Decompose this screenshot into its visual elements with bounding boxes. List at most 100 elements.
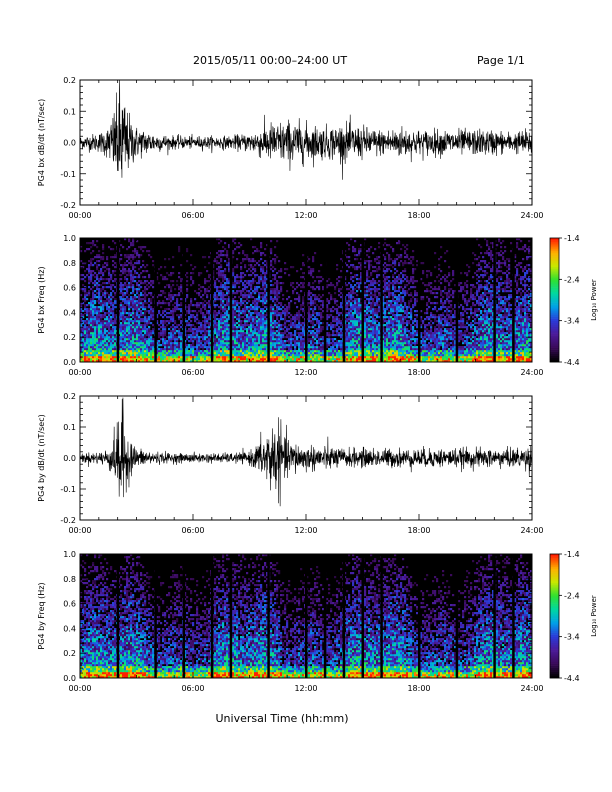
y-tick-label: 0.6 <box>63 284 76 293</box>
x-tick-label: 12:00 <box>294 684 317 693</box>
x-tick-label: 06:00 <box>181 211 204 220</box>
y-tick-label: 0.2 <box>63 333 76 342</box>
y-tick-label: 0.1 <box>63 423 76 432</box>
y-tick-label: -0.1 <box>60 170 76 179</box>
x-tick-label: 00:00 <box>68 526 91 535</box>
y-tick-label: 1.0 <box>63 550 76 559</box>
panel-3: 00:00 06:00 12:00 18:00 24:00 0.2 0.1 0.0 -0.1 -0… <box>37 392 544 535</box>
data-gap <box>116 238 120 362</box>
data-gap <box>418 554 421 678</box>
data-gap <box>493 554 496 678</box>
y-tick-label: 0.8 <box>63 575 76 584</box>
plot-frame <box>79 395 533 521</box>
y-tick-label: 0.2 <box>63 392 76 401</box>
y-tick-label: -0.2 <box>60 516 76 525</box>
y-tick-label: -0.2 <box>60 201 76 210</box>
x-tick-label: 18:00 <box>407 684 430 693</box>
y-tick-label: 0.6 <box>63 600 76 609</box>
y-tick-label: 0.1 <box>63 107 76 116</box>
colorbar-frame <box>549 237 560 363</box>
colorbar-tick-label: -1.4 <box>564 550 580 559</box>
data-gap <box>154 554 157 678</box>
x-tick-label: 12:00 <box>294 211 317 220</box>
data-gap <box>512 554 515 678</box>
x-tick-label: 06:00 <box>181 526 204 535</box>
x-tick-label: 24:00 <box>520 211 543 220</box>
y-tick-label: 0.0 <box>63 139 76 148</box>
data-gap <box>418 238 421 362</box>
colorbar <box>550 238 559 363</box>
x-tick-label: 18:00 <box>407 368 430 377</box>
y-tick-label: 0.2 <box>63 76 76 85</box>
data-gap <box>116 554 120 678</box>
colorbar-tick-label: -3.4 <box>564 317 580 326</box>
x-tick-label: 12:00 <box>294 368 317 377</box>
data-gap <box>361 554 364 678</box>
colorbar-frame <box>549 553 560 679</box>
data-gap <box>267 554 270 678</box>
data-gap <box>182 554 186 678</box>
data-gap <box>455 238 459 362</box>
data-gap <box>323 554 327 678</box>
data-gap <box>210 554 214 678</box>
data-gap <box>361 238 364 362</box>
colorbar-tick-label: -1.4 <box>564 234 580 243</box>
y-tick-label: 0.8 <box>63 259 76 268</box>
x-tick-label: 06:00 <box>181 368 204 377</box>
data-gap <box>267 238 270 362</box>
panel-1: 00:00 06:00 12:00 18:00 24:00 0.2 0.1 0.0 -0.1 -0… <box>37 76 544 220</box>
colorbar-tick-label: -3.4 <box>564 633 580 642</box>
x-axis-label: Universal Time (hh:mm) <box>216 712 349 725</box>
plot-frame <box>79 79 533 206</box>
x-tick-label: 00:00 <box>68 684 91 693</box>
panel-4: -1.4 -2.4 -3.4 -4.4 Log₁₀ Power 00:00 06:00 12:… <box>37 550 598 693</box>
data-gap <box>380 238 383 362</box>
colorbar <box>550 554 559 679</box>
data-gap <box>229 238 233 362</box>
data-gap <box>380 554 383 678</box>
data-gap <box>229 554 233 678</box>
data-gap <box>512 238 515 362</box>
data-gap <box>154 238 157 362</box>
colorbar-tick-label: -4.4 <box>564 674 580 683</box>
series-line <box>80 397 532 507</box>
y-axis-label: PG4 by Freq (Hz) <box>37 582 46 649</box>
data-gap <box>210 238 214 362</box>
colorbar-tick-label: -2.4 <box>564 275 580 284</box>
x-tick-label: 12:00 <box>294 526 317 535</box>
x-tick-label: 06:00 <box>181 684 204 693</box>
data-gap <box>305 238 308 362</box>
series-line <box>80 80 532 180</box>
data-gap <box>342 238 346 362</box>
data-gap <box>342 554 346 678</box>
data-gap <box>305 554 308 678</box>
y-tick-label: 0.4 <box>63 308 76 317</box>
colorbar-tick-label: -4.4 <box>564 358 580 367</box>
y-axis-label: PG4 bx dB/dt (nT/sec) <box>37 99 46 186</box>
colorbar-tick-label: -2.4 <box>564 591 580 600</box>
colorbar-label: Log₁₀ Power <box>590 279 598 321</box>
y-tick-label: 0.2 <box>63 649 76 658</box>
data-gap <box>493 238 496 362</box>
x-tick-label: 24:00 <box>520 368 543 377</box>
x-tick-label: 18:00 <box>407 526 430 535</box>
y-tick-label: -0.1 <box>60 485 76 494</box>
page-indicator: Page 1/1 <box>477 54 525 67</box>
colorbar-label: Log₁₀ Power <box>590 595 598 637</box>
panel-2: -1.4 -2.4 -3.4 -4.4 Log₁₀ Power 00:00 06:00 12:… <box>37 234 598 377</box>
x-tick-label: 00:00 <box>68 211 91 220</box>
plot-frame <box>79 553 533 679</box>
y-tick-label: 0.4 <box>63 624 76 633</box>
y-tick-label: 0.0 <box>63 674 76 683</box>
data-gap <box>455 554 459 678</box>
x-tick-label: 24:00 <box>520 684 543 693</box>
y-axis-label: PG4 by dB/dt (nT/sec) <box>37 414 46 501</box>
figure-title: 2015/05/11 00:00–24:00 UT <box>193 54 348 67</box>
x-tick-label: 24:00 <box>520 526 543 535</box>
data-gap <box>323 238 327 362</box>
y-tick-label: 0.0 <box>63 454 76 463</box>
x-tick-label: 00:00 <box>68 368 91 377</box>
data-gap <box>182 238 186 362</box>
y-tick-label: 1.0 <box>63 234 76 243</box>
